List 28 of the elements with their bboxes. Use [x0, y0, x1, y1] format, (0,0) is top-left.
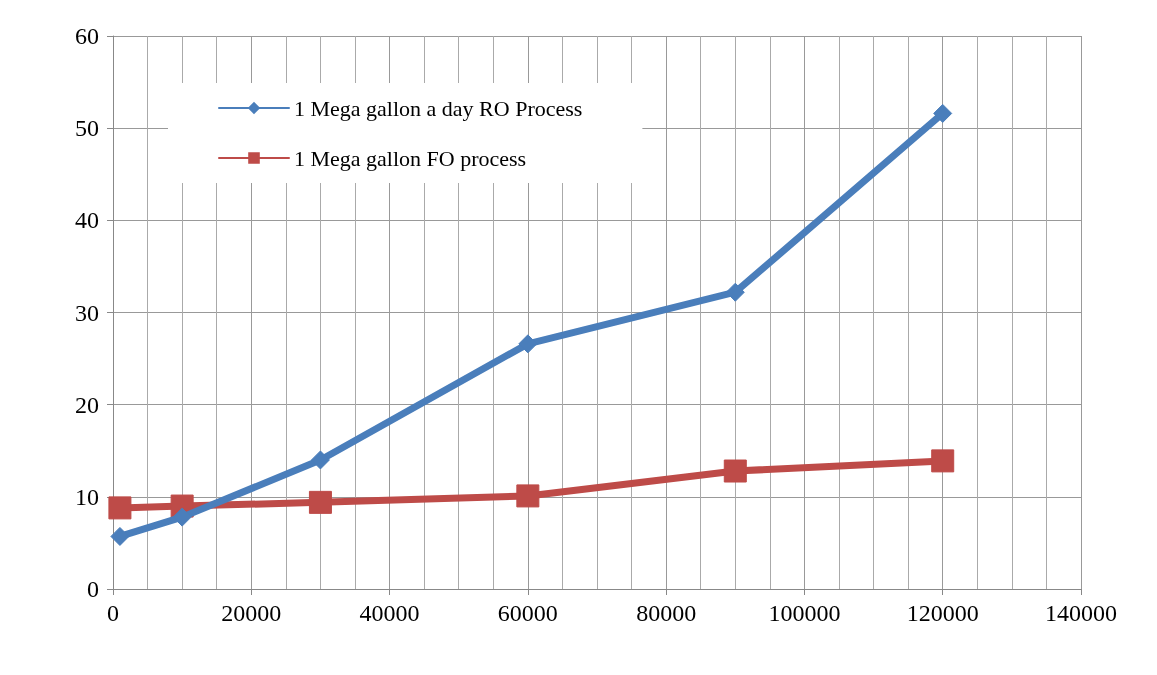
y-tick-label: 30	[75, 299, 99, 326]
y-tick-label: 20	[75, 391, 99, 418]
y-tick-label: 0	[87, 576, 99, 602]
y-tick-label: 50	[75, 115, 99, 142]
point	[110, 526, 130, 546]
x-tick-label: 140000	[1045, 600, 1117, 626]
y-tick-label: 40	[75, 207, 99, 234]
point	[308, 490, 332, 514]
x-tick-label: 100000	[768, 600, 841, 626]
x-tick-label: 80000	[636, 600, 697, 626]
point	[108, 496, 132, 520]
x-tick-label: 60000	[497, 600, 558, 626]
y-tick-label: 10	[75, 483, 99, 510]
point	[931, 449, 955, 473]
x-tick-label: 40000	[359, 600, 420, 626]
legend-label: 1 Mega gallon FO process	[294, 145, 527, 171]
x-tick-label: 20000	[221, 600, 282, 626]
point	[725, 282, 745, 302]
point	[310, 450, 330, 470]
point	[172, 507, 192, 527]
point	[723, 459, 747, 483]
point	[933, 103, 953, 123]
x-tick-label: 0	[107, 600, 119, 626]
y-tick-label: 60	[75, 23, 99, 49]
legend-label: 1 Mega gallon a day RO Process	[294, 95, 583, 121]
x-tick-label: 120000	[906, 600, 979, 626]
point	[516, 484, 540, 508]
point	[518, 334, 538, 354]
